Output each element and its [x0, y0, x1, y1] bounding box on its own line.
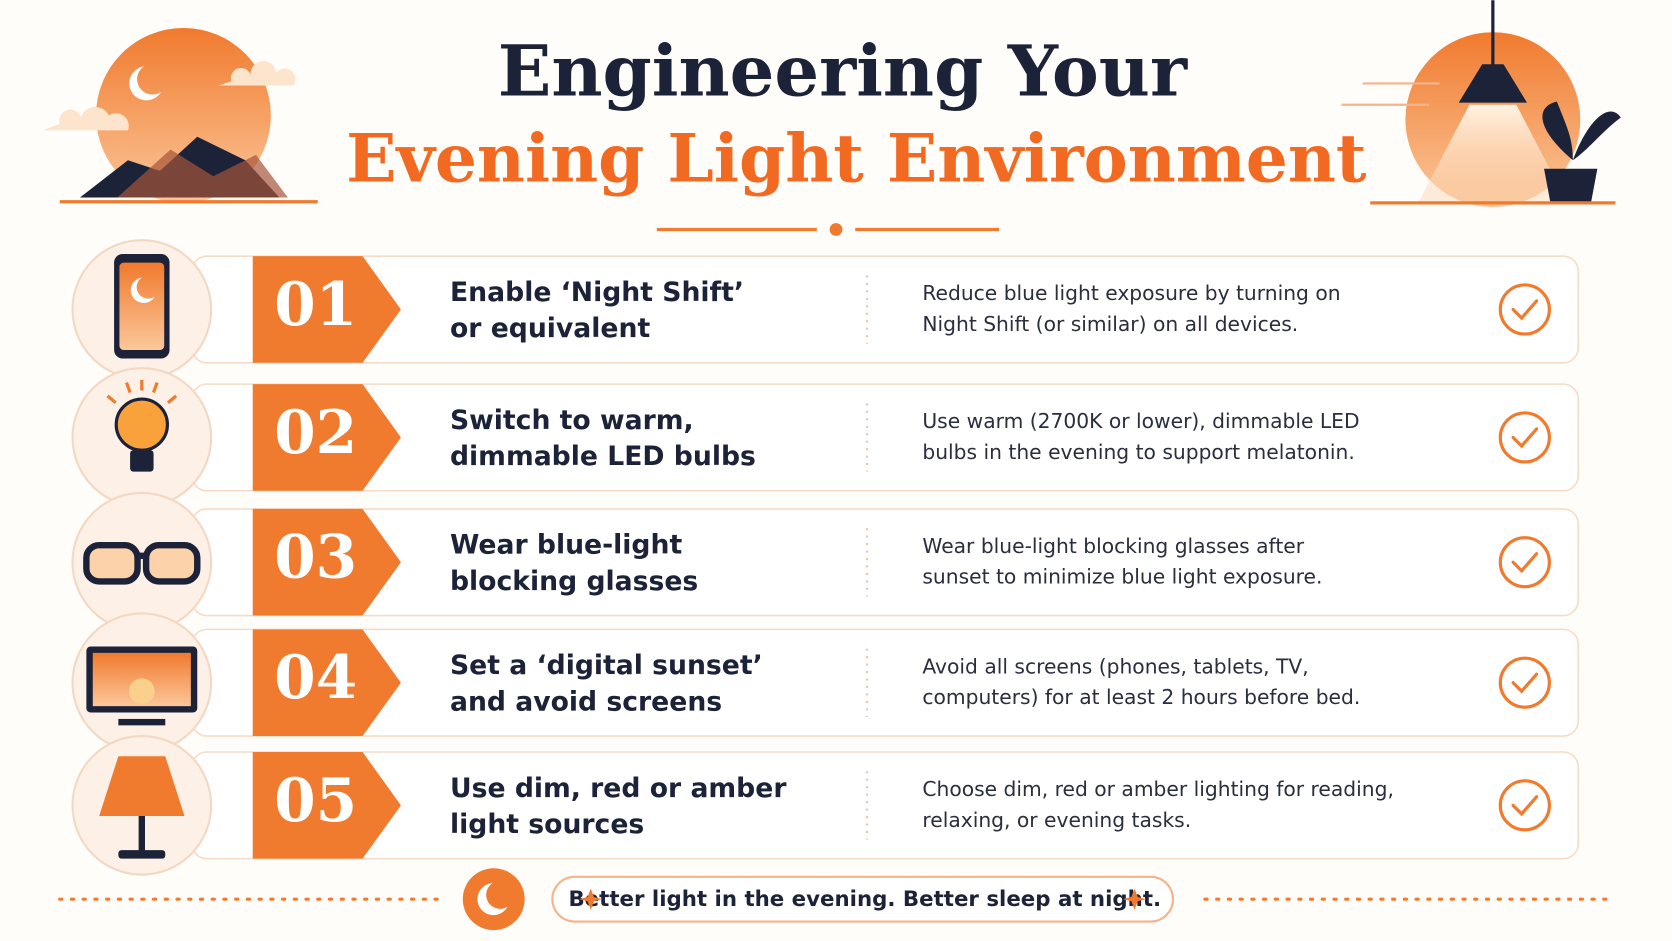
item-description: sunset to minimize blue light exposure.	[922, 565, 1322, 589]
check-circle	[1498, 536, 1551, 589]
item-title: Set a ‘digital sunset’	[450, 650, 763, 681]
lamp-shade	[1458, 64, 1527, 103]
item-description: Choose dim, red or amber lighting for re…	[922, 777, 1394, 801]
item-description: bulbs in the evening to support melatoni…	[922, 440, 1354, 464]
check-mark	[1511, 427, 1539, 449]
item-title: light sources	[450, 809, 644, 840]
item-title: Switch to warm,	[450, 405, 694, 436]
item-description: relaxing, or evening tasks.	[922, 808, 1191, 832]
bulb-ray	[151, 382, 159, 394]
monitor-stand	[118, 718, 166, 726]
check-mark	[1511, 552, 1539, 574]
bulb-ray	[106, 394, 117, 404]
item-title: blocking glasses	[450, 566, 698, 597]
bulb-ray	[166, 394, 178, 404]
item-number: 05	[274, 766, 357, 836]
bulb-base	[130, 450, 154, 472]
item-title: and avoid screens	[450, 686, 722, 717]
lamp-icon-stem	[138, 815, 146, 853]
plant	[1542, 101, 1621, 161]
check-circle	[1498, 779, 1551, 832]
pot	[1544, 168, 1598, 203]
item-number: 04	[274, 643, 357, 713]
check-mark	[1511, 299, 1539, 321]
item-title: Wear blue-light	[450, 530, 682, 561]
number-tag	[252, 256, 401, 363]
footer-pill	[551, 875, 1175, 923]
title-line-2: Evening Light Environment	[346, 119, 1367, 197]
number-tag	[252, 752, 401, 859]
check-mark	[1511, 672, 1539, 694]
item-description: Wear blue-light blocking glasses after	[922, 534, 1304, 558]
item-title: or equivalent	[450, 313, 650, 344]
title-dot	[829, 223, 843, 236]
bulb-icon	[114, 397, 170, 452]
check-circle	[1498, 411, 1551, 464]
glasses-lens	[142, 541, 201, 585]
number-tag	[252, 384, 401, 491]
footer-star	[1122, 888, 1147, 910]
footer-text: Better light in the evening. Better slee…	[568, 887, 1161, 912]
cloud	[42, 106, 129, 131]
footer-star	[579, 888, 603, 910]
phone-screen	[119, 262, 165, 351]
check-mark	[1511, 795, 1539, 817]
item-description: Avoid all screens (phones, tablets, TV,	[922, 654, 1308, 678]
item-title: Use dim, red or amber	[450, 773, 787, 804]
monitor-sun	[129, 678, 155, 705]
mountains-back	[117, 149, 288, 198]
phone-moon	[130, 277, 155, 303]
check-circle	[1498, 656, 1551, 709]
glasses-lens	[83, 541, 141, 585]
item-description: Reduce blue light exposure by turning on	[922, 281, 1340, 305]
bulb-ray	[125, 382, 132, 394]
item-description: computers) for at least 2 hours before b…	[922, 685, 1360, 709]
footer-moon	[477, 883, 508, 916]
lamp-icon-shade	[99, 756, 185, 816]
item-title: dimmable LED bulbs	[450, 441, 756, 472]
footer-moon-circle	[462, 868, 525, 931]
item-number: 01	[274, 270, 357, 340]
item-number: 02	[274, 398, 357, 468]
item-description: Night Shift (or similar) on all devices.	[922, 312, 1298, 336]
check-circle	[1498, 283, 1551, 336]
lamp-icon-base	[118, 850, 166, 859]
number-tag	[252, 629, 401, 737]
item-description: Use warm (2700K or lower), dimmable LED	[922, 409, 1359, 433]
lamp-beam	[1418, 104, 1568, 203]
item-title: Enable ‘Night Shift’	[450, 277, 744, 308]
cloud	[218, 60, 296, 86]
item-number: 03	[274, 523, 357, 593]
title-line-1: Engineering Your	[498, 30, 1188, 113]
number-tag	[252, 508, 401, 616]
moon	[129, 66, 162, 101]
